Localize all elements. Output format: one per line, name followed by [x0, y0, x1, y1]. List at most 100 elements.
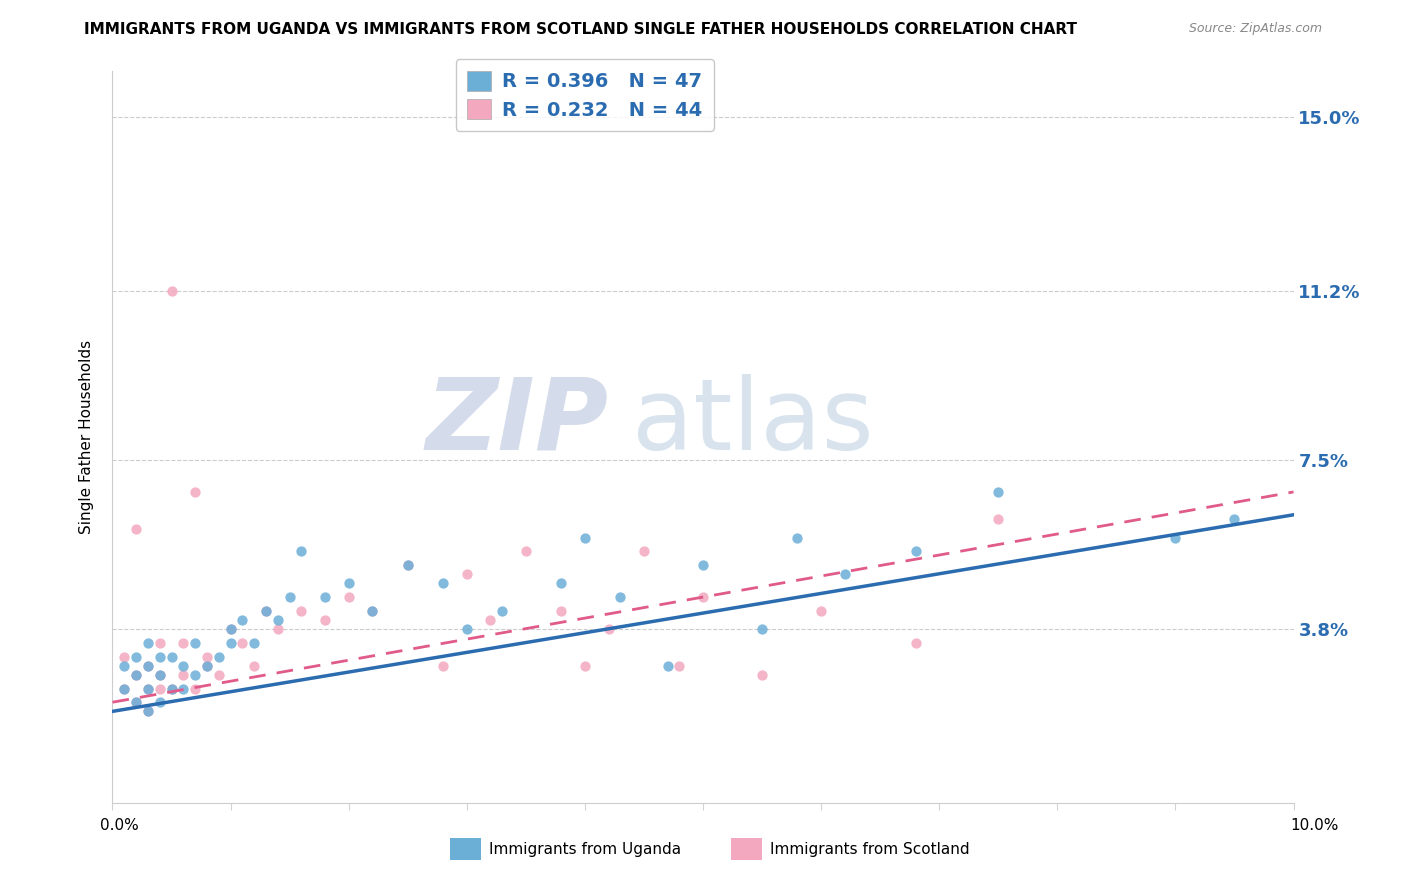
Text: ZIP: ZIP: [426, 374, 609, 471]
Point: [160, 649, 183, 664]
Point: [987, 485, 1010, 500]
Point: [149, 636, 172, 650]
Point: [267, 613, 290, 627]
Point: [149, 667, 172, 681]
Point: [633, 544, 655, 558]
Point: [574, 531, 596, 545]
Point: [184, 485, 207, 500]
Point: [290, 604, 312, 618]
Point: [112, 681, 135, 696]
Point: [396, 558, 419, 573]
Point: [254, 604, 277, 618]
Point: [195, 658, 218, 673]
Point: [184, 667, 207, 681]
Point: [751, 667, 773, 681]
Point: [786, 531, 808, 545]
Point: [125, 667, 148, 681]
Point: [136, 658, 159, 673]
Point: [125, 695, 148, 709]
Point: [136, 636, 159, 650]
Point: [550, 576, 572, 591]
Point: [125, 649, 148, 664]
Point: [432, 658, 454, 673]
Point: [172, 681, 194, 696]
Point: [432, 576, 454, 591]
Point: [243, 658, 266, 673]
Point: [136, 681, 159, 696]
Point: [184, 681, 207, 696]
Y-axis label: Single Father Households: Single Father Households: [79, 340, 94, 534]
Point: [231, 613, 253, 627]
Point: [456, 622, 478, 636]
Text: Immigrants from Uganda: Immigrants from Uganda: [489, 842, 682, 856]
Point: [136, 658, 159, 673]
Point: [184, 636, 207, 650]
Point: [609, 590, 631, 604]
Text: Source: ZipAtlas.com: Source: ZipAtlas.com: [1188, 22, 1322, 36]
Point: [337, 590, 360, 604]
Point: [314, 590, 336, 604]
Point: [987, 512, 1010, 526]
Point: [195, 649, 218, 664]
Text: 10.0%: 10.0%: [1291, 818, 1339, 832]
Text: Immigrants from Scotland: Immigrants from Scotland: [770, 842, 970, 856]
Point: [208, 649, 231, 664]
Point: [112, 658, 135, 673]
Point: [160, 681, 183, 696]
Point: [904, 544, 927, 558]
Point: [254, 604, 277, 618]
Point: [692, 590, 714, 604]
Point: [219, 622, 242, 636]
Point: [112, 649, 135, 664]
Point: [149, 681, 172, 696]
Point: [195, 658, 218, 673]
Point: [149, 695, 172, 709]
Point: [314, 613, 336, 627]
Point: [149, 667, 172, 681]
Text: atlas: atlas: [633, 374, 873, 471]
Point: [172, 636, 194, 650]
Point: [267, 622, 290, 636]
Point: [337, 576, 360, 591]
Legend: R = 0.396   N = 47, R = 0.232   N = 44: R = 0.396 N = 47, R = 0.232 N = 44: [456, 59, 714, 131]
Point: [751, 622, 773, 636]
Point: [290, 544, 312, 558]
Point: [136, 681, 159, 696]
Point: [243, 636, 266, 650]
Point: [456, 567, 478, 582]
Point: [1164, 531, 1187, 545]
Point: [112, 681, 135, 696]
Point: [668, 658, 690, 673]
Point: [219, 636, 242, 650]
Point: [160, 284, 183, 298]
Point: [125, 695, 148, 709]
Point: [598, 622, 620, 636]
Point: [149, 649, 172, 664]
Point: [574, 658, 596, 673]
Point: [208, 667, 231, 681]
Point: [278, 590, 301, 604]
Point: [692, 558, 714, 573]
Point: [172, 658, 194, 673]
Point: [1223, 512, 1246, 526]
Point: [361, 604, 384, 618]
Point: [125, 667, 148, 681]
Text: 0.0%: 0.0%: [100, 818, 139, 832]
Point: [231, 636, 253, 650]
Text: IMMIGRANTS FROM UGANDA VS IMMIGRANTS FROM SCOTLAND SINGLE FATHER HOUSEHOLDS CORR: IMMIGRANTS FROM UGANDA VS IMMIGRANTS FRO…: [84, 22, 1077, 37]
Point: [810, 604, 832, 618]
Point: [136, 705, 159, 719]
Point: [125, 521, 148, 535]
Point: [491, 604, 513, 618]
Point: [834, 567, 856, 582]
Point: [136, 705, 159, 719]
Point: [219, 622, 242, 636]
Point: [479, 613, 502, 627]
Point: [396, 558, 419, 573]
Point: [361, 604, 384, 618]
Point: [515, 544, 537, 558]
Point: [160, 681, 183, 696]
Point: [172, 667, 194, 681]
Point: [904, 636, 927, 650]
Point: [550, 604, 572, 618]
